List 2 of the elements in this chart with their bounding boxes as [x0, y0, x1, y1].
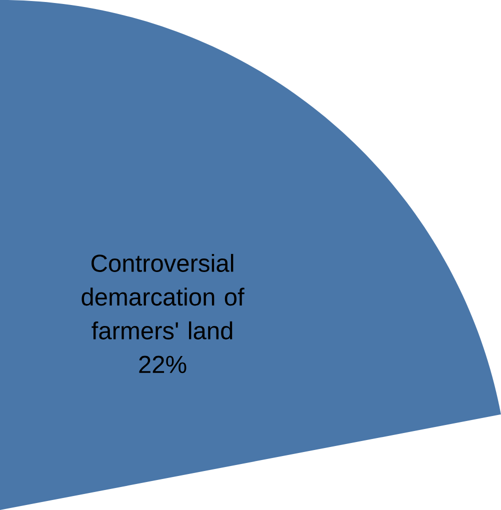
data-label: 22%: [139, 356, 186, 374]
slice-label: Controversial demarcation of farmers' land: [82, 254, 244, 340]
